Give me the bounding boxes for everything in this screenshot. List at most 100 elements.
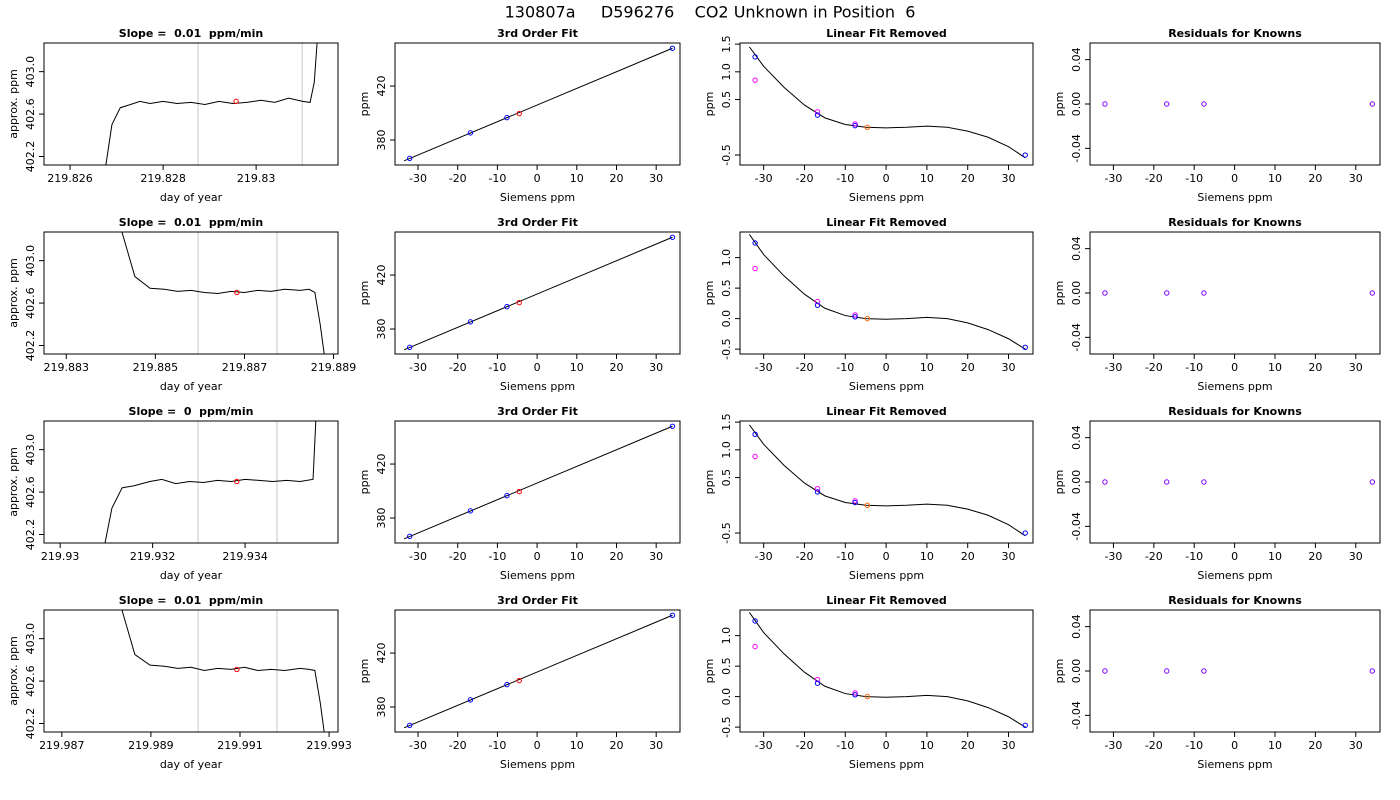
data-point: [516, 299, 522, 306]
data-point: [814, 302, 821, 308]
data-point: [1164, 479, 1170, 485]
data-point: [752, 54, 758, 60]
x-tick-label: 219.932: [130, 550, 176, 563]
data-point: [467, 508, 474, 514]
data-point: [752, 265, 758, 272]
x-tick-label: -10: [836, 739, 854, 752]
x-axis-label: Siemens ppm: [500, 380, 575, 393]
x-tick-label: -10: [488, 739, 506, 752]
x-tick-label: -10: [836, 361, 854, 374]
y-tick-label: 0.04: [1070, 425, 1083, 450]
y-axis-label: ppm: [358, 92, 371, 117]
plot-area: [403, 423, 676, 540]
data-point: [814, 485, 821, 492]
y-tick-label: -0.5: [720, 716, 733, 737]
plot-frame: [1089, 42, 1381, 166]
y-tick-label: -0.5: [720, 144, 733, 165]
y-tick-label: 420: [375, 643, 388, 664]
x-tick-label: 219.885: [133, 361, 179, 374]
x-tick-label: 10: [570, 361, 584, 374]
x-tick-label: 0: [1231, 361, 1238, 374]
x-tick-label: 30: [1349, 550, 1363, 563]
data-point: [669, 612, 676, 618]
data-point: [1102, 479, 1108, 485]
data-point: [669, 234, 676, 240]
data-point: [516, 488, 522, 495]
y-axis-label: ppm: [1053, 281, 1066, 306]
data-point: [406, 155, 413, 162]
data-point: [752, 618, 758, 624]
x-tick-label: 10: [570, 550, 584, 563]
panel: Slope = 0.01 ppm/min day of year approx. p…: [7, 27, 339, 204]
data-point: [1102, 668, 1108, 674]
x-tick-label: -30: [1104, 361, 1122, 374]
trace-line: [403, 425, 673, 540]
x-tick-label: 20: [1308, 739, 1322, 752]
plot-frame: [394, 609, 681, 733]
y-axis-label: ppm: [703, 470, 716, 495]
data-point: [852, 122, 858, 129]
data-point: [1201, 479, 1207, 485]
panel: Slope = 0.01 ppm/min day of year approx. p…: [7, 594, 352, 771]
plot-area: [121, 610, 325, 732]
x-tick-label: -20: [1145, 172, 1163, 185]
x-tick-label: 10: [1268, 361, 1282, 374]
plot-frame: [394, 42, 681, 166]
plot-area: [1102, 479, 1376, 485]
y-tick-label: 380: [375, 508, 388, 529]
x-axis-label: Siemens ppm: [500, 191, 575, 204]
x-tick-label: 10: [1268, 172, 1282, 185]
y-tick-label: 380: [375, 697, 388, 718]
trace-line: [403, 614, 673, 729]
panel-title: 3rd Order Fit: [497, 216, 578, 229]
y-axis-label: ppm: [1053, 659, 1066, 684]
x-tick-label: 30: [649, 172, 663, 185]
y-tick-label: 402.2: [24, 330, 37, 362]
x-axis-label: Siemens ppm: [849, 569, 924, 582]
data-point: [864, 502, 871, 508]
y-axis-label: ppm: [703, 92, 716, 117]
data-point: [234, 666, 240, 673]
panel: Linear Fit Removed Siemens ppm ppm -30 -20 -1…: [703, 216, 1034, 393]
y-tick-label: 0.04: [1070, 236, 1083, 260]
y-tick-label: -0.04: [1070, 701, 1083, 729]
x-tick-label: 30: [1002, 361, 1016, 374]
y-tick-label: 403.0: [24, 434, 37, 466]
plot-area: [104, 421, 317, 543]
x-tick-label: 20: [609, 550, 623, 563]
y-tick-label: 1.0: [720, 441, 733, 459]
panel-title: Slope = 0.01 ppm/min: [119, 594, 263, 607]
y-tick-label: 1.0: [720, 627, 733, 645]
trace-line: [748, 46, 1026, 159]
trace-line: [748, 612, 1026, 728]
x-axis-label: day of year: [160, 191, 223, 204]
y-tick-label: 0.00: [1070, 281, 1083, 306]
x-tick-label: -20: [449, 361, 467, 374]
data-point: [1369, 101, 1376, 107]
x-tick-label: 219.93: [41, 550, 80, 563]
y-tick-label: 0.00: [1070, 470, 1083, 495]
data-point: [234, 478, 240, 485]
data-point: [852, 121, 858, 127]
y-tick-label: 420: [375, 265, 388, 286]
y-axis-label: ppm: [1053, 470, 1066, 495]
panel-title: 3rd Order Fit: [497, 405, 578, 418]
x-tick-label: 30: [1002, 739, 1016, 752]
data-point: [504, 303, 510, 310]
data-point: [752, 431, 758, 438]
plot-area: [403, 234, 676, 351]
y-tick-label: 0.04: [1070, 614, 1083, 639]
x-tick-label: 219.826: [47, 172, 93, 185]
x-tick-label: 10: [920, 361, 934, 374]
x-tick-label: -20: [795, 550, 813, 563]
y-tick-label: -0.04: [1070, 512, 1083, 540]
y-tick-label: 0.00: [1070, 659, 1083, 684]
x-axis-label: Siemens ppm: [1197, 758, 1272, 771]
panel-title: Linear Fit Removed: [826, 405, 947, 418]
x-tick-label: 10: [1268, 550, 1282, 563]
plot-frame: [394, 420, 681, 544]
data-point: [814, 109, 821, 115]
x-tick-label: -30: [409, 550, 427, 563]
x-tick-label: 219.987: [39, 739, 85, 752]
